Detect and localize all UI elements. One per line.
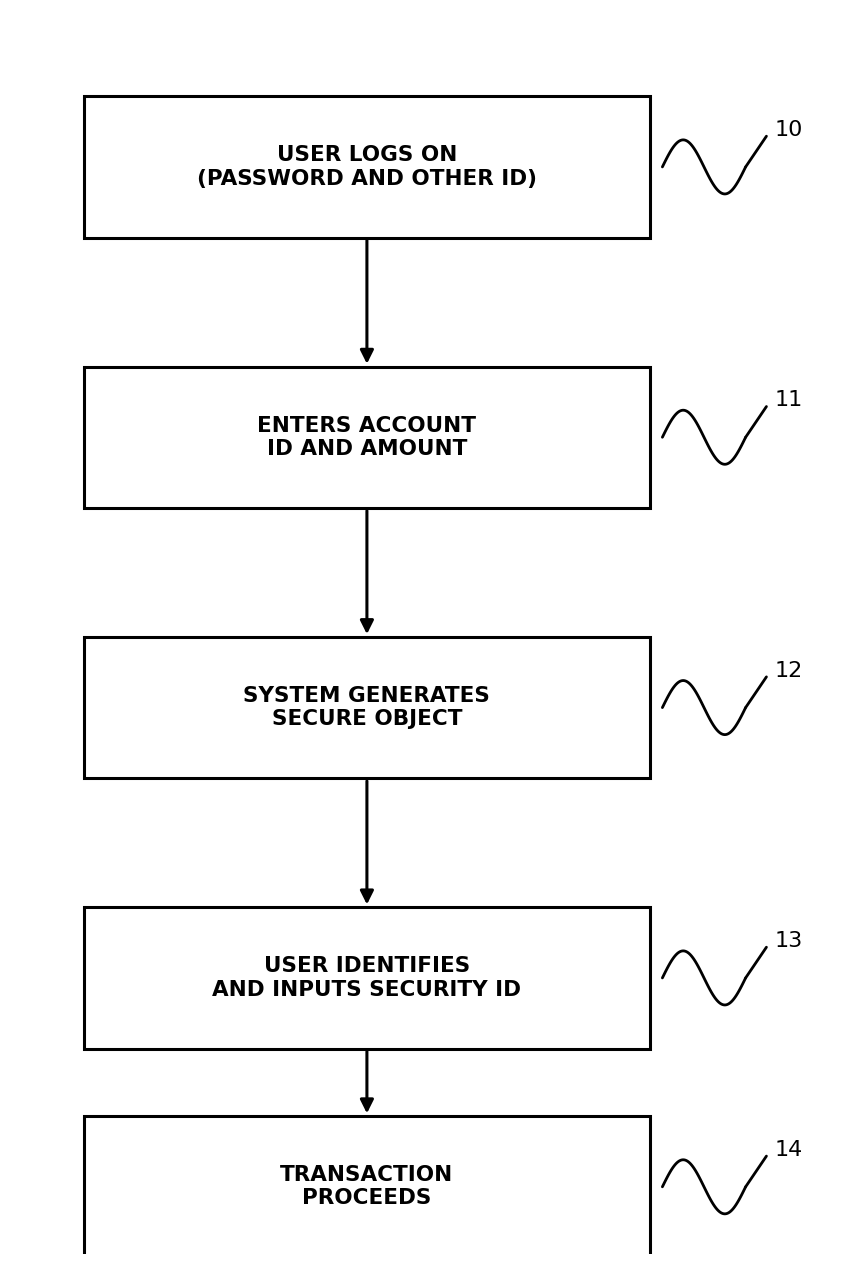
Text: TRANSACTION
PROCEEDS: TRANSACTION PROCEEDS <box>280 1165 453 1208</box>
Text: 12: 12 <box>775 660 803 681</box>
Text: 14: 14 <box>775 1140 803 1160</box>
Text: USER IDENTIFIES
AND INPUTS SECURITY ID: USER IDENTIFIES AND INPUTS SECURITY ID <box>212 956 521 1000</box>
Text: 13: 13 <box>775 931 803 951</box>
Text: SYSTEM GENERATES
SECURE OBJECT: SYSTEM GENERATES SECURE OBJECT <box>244 686 491 730</box>
Bar <box>84 96 650 238</box>
Bar <box>84 637 650 778</box>
Text: 11: 11 <box>775 390 803 411</box>
Bar <box>84 908 650 1048</box>
Bar <box>84 1116 650 1257</box>
Bar <box>84 366 650 508</box>
Text: USER LOGS ON
(PASSWORD AND OTHER ID): USER LOGS ON (PASSWORD AND OTHER ID) <box>197 146 537 188</box>
Text: 10: 10 <box>775 120 803 140</box>
Text: ENTERS ACCOUNT
ID AND AMOUNT: ENTERS ACCOUNT ID AND AMOUNT <box>257 416 476 458</box>
